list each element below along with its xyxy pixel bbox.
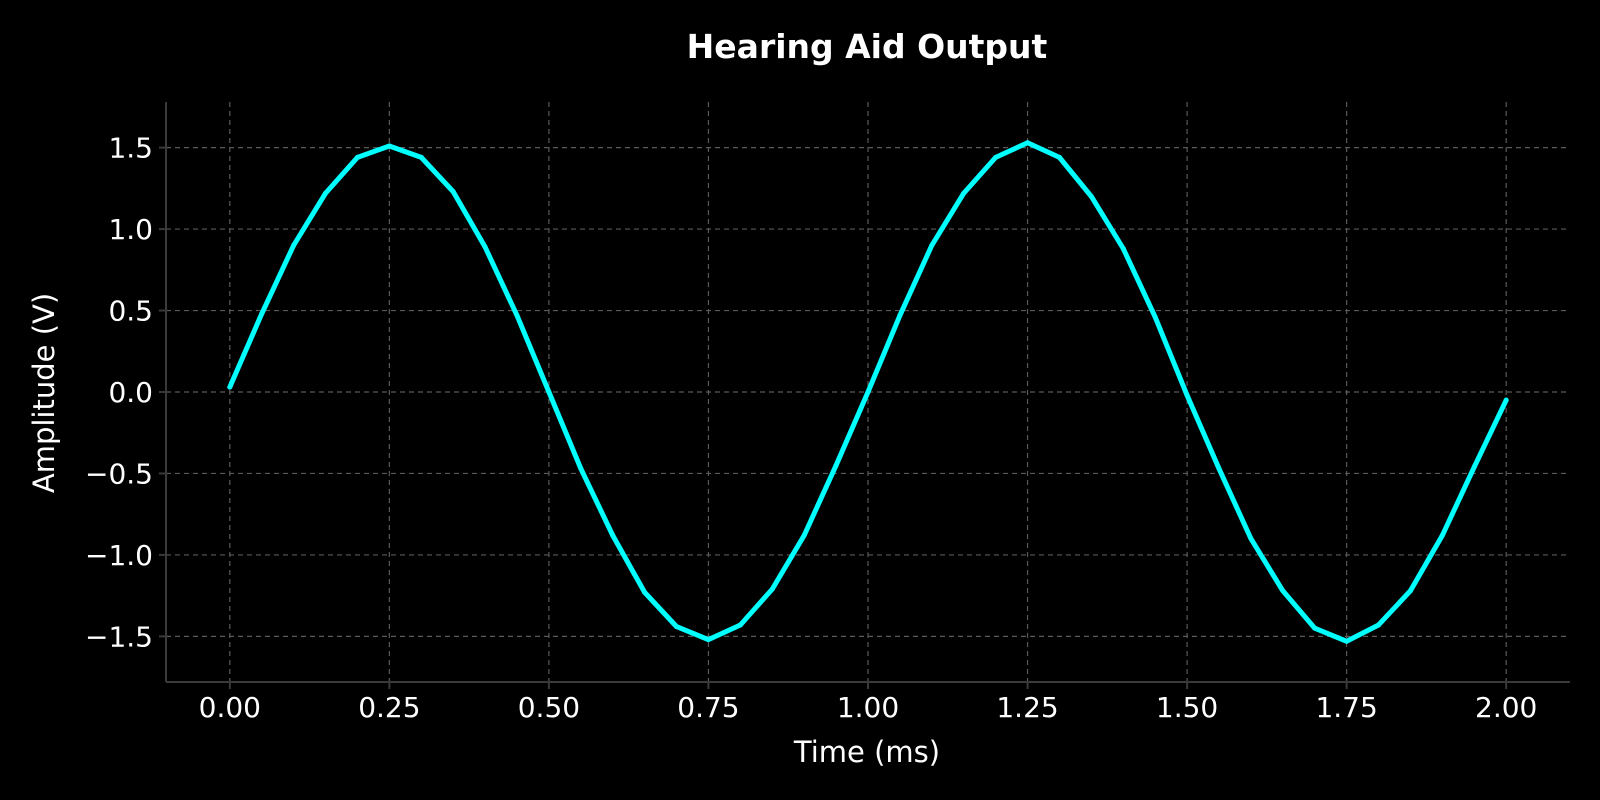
data-point: [1056, 154, 1062, 160]
data-point: [323, 190, 329, 196]
y-tick-label: −1.5: [85, 620, 153, 653]
data-point: [546, 389, 552, 395]
data-point: [1216, 466, 1222, 472]
data-point: [1407, 588, 1413, 594]
data-point: [674, 624, 680, 630]
y-tick-label: −0.5: [85, 457, 153, 490]
data-point: [1312, 625, 1318, 631]
data-point: [482, 244, 488, 250]
x-tick-label: 1.25: [996, 691, 1058, 724]
y-tick-label: 0.5: [108, 295, 153, 328]
data-point: [578, 466, 584, 472]
data-point: [737, 622, 743, 628]
data-point: [354, 154, 360, 160]
y-tick-label: −1.0: [85, 539, 153, 572]
series-layer: [227, 140, 1509, 644]
x-tick-label: 2.00: [1475, 691, 1537, 724]
x-axis-label: Time (ms): [793, 735, 940, 769]
data-point: [418, 154, 424, 160]
data-point: [610, 532, 616, 538]
data-point: [1184, 392, 1190, 398]
data-point: [642, 589, 648, 595]
x-tick-label: 0.50: [518, 691, 580, 724]
data-point: [291, 242, 297, 248]
x-tick-label: 1.00: [837, 691, 899, 724]
data-point: [833, 462, 839, 468]
data-point: [929, 242, 935, 248]
data-point: [801, 532, 807, 538]
data-point: [1025, 140, 1031, 146]
y-tick-label: 1.0: [108, 213, 153, 246]
x-tick-label: 0.75: [677, 691, 739, 724]
data-point: [1120, 246, 1126, 252]
data-point: [705, 637, 711, 643]
data-point: [1152, 314, 1158, 320]
data-point: [961, 190, 967, 196]
x-tick-label: 0.00: [199, 691, 261, 724]
data-point: [514, 312, 520, 318]
data-point: [993, 154, 999, 160]
chart-title: Hearing Aid Output: [687, 27, 1048, 66]
data-point: [769, 586, 775, 592]
data-point: [897, 312, 903, 318]
y-tick-label: 0.0: [108, 376, 153, 409]
data-point: [1439, 532, 1445, 538]
data-point: [1280, 588, 1286, 594]
data-point: [1248, 536, 1254, 542]
data-point: [1471, 464, 1477, 470]
x-tick-label: 1.75: [1315, 691, 1377, 724]
data-point: [1503, 397, 1509, 403]
data-point: [450, 189, 456, 195]
y-tick-label: 1.5: [108, 132, 153, 165]
x-tick-label: 1.50: [1156, 691, 1218, 724]
data-point: [1088, 193, 1094, 199]
y-axis-label: Amplitude (V): [27, 293, 61, 493]
data-point: [1376, 622, 1382, 628]
data-point: [1344, 638, 1350, 644]
data-point: [259, 311, 265, 317]
data-point: [386, 143, 392, 149]
x-tick-label: 0.25: [358, 691, 420, 724]
data-point: [865, 389, 871, 395]
axis-ticks: 0.00 0.25 0.50 0.75 1.00 1.25 1.50 1.75 2.00 1.5 1…: [85, 132, 1537, 724]
data-point: [227, 384, 233, 390]
